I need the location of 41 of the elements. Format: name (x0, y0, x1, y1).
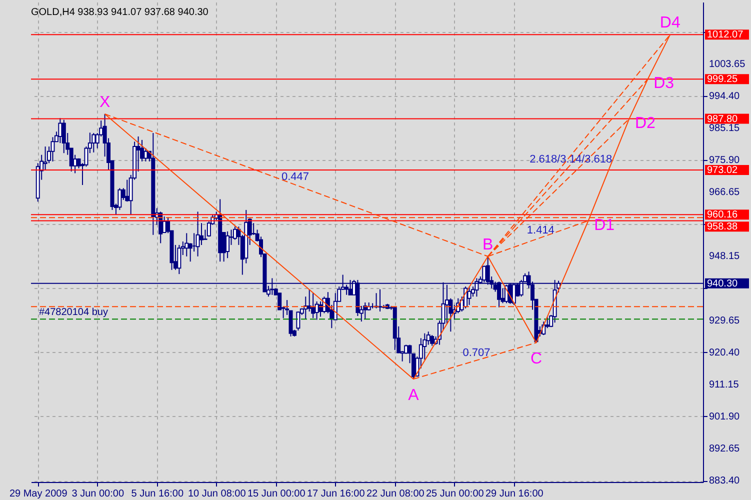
y-tick-label: 911.15 (709, 379, 740, 390)
series-label: 0.447 (282, 171, 310, 184)
x-tick-label: 17 Jun 16:00 (306, 488, 366, 500)
x-tick-label: 10 Jun 08:00 (188, 488, 246, 500)
y-tick-label: 966.65 (709, 187, 740, 198)
y-tick-label: 1003.65 (709, 58, 746, 70)
ref-line-label: 958.38 (707, 222, 738, 233)
ref-line-label: 999.25 (707, 74, 738, 86)
y-tick-label: 985.15 (709, 122, 740, 134)
x-tick-label: 5 Jun 16:00 (131, 488, 184, 500)
x-tick-label: 22 Jun 08:00 (366, 488, 425, 500)
ref-line-label: 987.80 (707, 114, 738, 125)
y-tick-label: 975.90 (709, 155, 740, 166)
y-tick-label: 901.90 (709, 412, 740, 422)
data-label: B (482, 236, 494, 254)
y-tick-label: 883.40 (709, 476, 740, 487)
data-label: X (99, 94, 110, 111)
x-tick-label: 15 Jun 00:00 (247, 488, 306, 500)
ref-line-label: 940.30 (707, 278, 738, 290)
data-label: C (530, 350, 542, 368)
x-tick-label: 29 May 2009 (9, 488, 68, 500)
x-tick-label: 3 Jun 00:00 (72, 488, 124, 500)
y-tick-label: 948.15 (709, 251, 740, 262)
data-label: D3 (654, 75, 674, 92)
series-label: 1.414 (526, 224, 554, 237)
ref-line-label: #47820104 buy (39, 307, 108, 318)
x-tick-label: 25 Jun 00:00 (426, 488, 484, 500)
y-tick-label: 892.65 (709, 444, 740, 455)
data-label: D4 (660, 14, 680, 32)
y-tick-label: 920.40 (709, 347, 740, 358)
data-label: D2 (634, 114, 656, 132)
ref-line-label: 973.02 (707, 165, 738, 176)
ref-line-label: 1012.07 (707, 30, 744, 41)
data-label: A (408, 387, 420, 404)
y-tick-label: 929.65 (709, 315, 740, 326)
ref-line-label: 960.16 (707, 210, 738, 221)
chart-title: GOLD,H4 938.93 941.07 937.68 940.30 (31, 7, 209, 18)
series-label: 0.707 (462, 346, 490, 359)
x-tick-label: 29 Jun 16:00 (485, 488, 544, 500)
data-label: D1 (594, 216, 615, 234)
y-tick-label: 994.40 (709, 90, 740, 102)
